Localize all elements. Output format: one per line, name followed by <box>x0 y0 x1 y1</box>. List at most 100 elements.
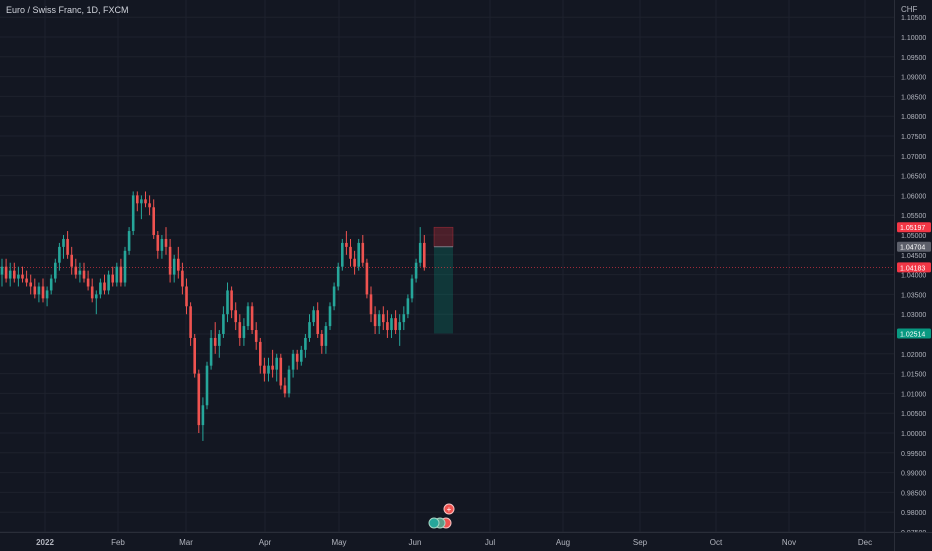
candle-body <box>349 246 352 259</box>
candle-body <box>369 294 373 315</box>
candle-body <box>95 294 98 299</box>
candle-body <box>398 322 401 331</box>
price-tick-label: 0.98500 <box>901 490 926 497</box>
candle-body <box>4 266 8 279</box>
candle-body <box>189 306 192 338</box>
candle-body <box>341 242 344 267</box>
candle-body <box>70 254 73 267</box>
candle-body <box>37 286 41 295</box>
price-chart[interactable]: + <box>0 0 894 532</box>
currency-label: CHF <box>901 5 918 14</box>
candle-body <box>304 337 307 350</box>
candle-body <box>320 334 324 346</box>
candle-body <box>418 242 422 263</box>
price-label-text: 1.04183 <box>900 265 925 272</box>
candle-body <box>103 282 106 291</box>
candle-body <box>25 278 28 283</box>
economic-event-icon[interactable] <box>443 503 455 515</box>
price-tick-label: 1.06500 <box>901 174 926 181</box>
time-tick-label: Jun <box>409 538 422 547</box>
price-label-badge <box>897 262 931 273</box>
candle-body <box>222 314 225 334</box>
price-label-badge <box>897 222 931 233</box>
grid <box>0 0 894 532</box>
candle-body <box>41 286 45 299</box>
time-scale[interactable]: 2022 Feb Mar Apr May Jun Jul Aug Sep Oct Nov Dec <box>0 532 894 551</box>
candle-body <box>78 270 82 275</box>
candle-body <box>127 231 131 251</box>
candle-body <box>115 266 119 283</box>
price-tick-label: 1.01500 <box>901 372 926 379</box>
candle-body <box>295 353 299 362</box>
earnings-event-icon-1[interactable] <box>428 517 440 529</box>
candle-body <box>287 369 291 394</box>
price-tick-label: 1.10000 <box>901 35 926 42</box>
candle-body <box>300 349 303 362</box>
price-tick-label: 1.07500 <box>901 134 926 141</box>
price-tick-label: 0.99000 <box>901 471 926 478</box>
time-tick-label: Dec <box>858 538 872 547</box>
candle-body <box>373 314 377 327</box>
candle-body <box>332 286 336 307</box>
candle-body <box>111 274 114 283</box>
candle-body <box>45 290 49 299</box>
candle-body <box>99 282 102 295</box>
candle-body <box>123 250 127 283</box>
candle-body <box>181 270 184 287</box>
price-label-text: 1.04704 <box>900 245 925 252</box>
price-tick-label: 1.07000 <box>901 154 926 161</box>
time-tick-label: Oct <box>710 538 723 547</box>
price-tick-label: 1.10500 <box>901 15 926 22</box>
candle-body <box>8 270 12 279</box>
candle-body <box>394 318 397 331</box>
candle-body <box>259 341 262 366</box>
candle-body <box>17 274 20 279</box>
candle-body <box>205 365 209 406</box>
time-tick-label: Feb <box>111 538 125 547</box>
price-tick-label: 0.97500 <box>901 530 926 532</box>
price-tick-label: 1.05500 <box>901 213 926 220</box>
short-position-tool <box>0 226 894 334</box>
price-tick-label: 1.03000 <box>901 312 926 319</box>
price-scale[interactable]: CHF 1.10500 1.10000 1.09500 1.09000 1.08500 1… <box>894 0 932 532</box>
candle-body <box>324 326 328 346</box>
price-tick-label: 1.09000 <box>901 75 926 82</box>
candle-body <box>144 199 147 204</box>
candle-body <box>234 310 237 323</box>
candle-body <box>345 242 348 247</box>
candle-body <box>246 306 250 327</box>
candle-body <box>283 385 287 394</box>
candle-body <box>254 330 258 342</box>
candle-body <box>226 290 229 315</box>
candle-body <box>414 262 418 279</box>
candle-body <box>316 310 319 334</box>
candle-body <box>279 357 283 386</box>
candle-body <box>58 246 61 263</box>
candle-body <box>386 322 389 331</box>
price-tick-label: 0.99500 <box>901 451 926 458</box>
candle-body <box>410 278 414 299</box>
price-tick-label: 1.05000 <box>901 233 926 240</box>
scale-corner <box>894 532 932 551</box>
candle-body <box>164 238 168 247</box>
candle-body <box>82 270 86 279</box>
event-markers: + <box>428 503 455 529</box>
price-tick-label: 1.00000 <box>901 431 926 438</box>
candle-body <box>160 238 164 251</box>
candle-body <box>62 238 65 247</box>
position-stop-zone <box>433 226 454 247</box>
chart-area[interactable]: + Euro / Swiss Franc, 1D, FXCM <box>0 0 894 532</box>
price-tick-label: 1.06000 <box>901 193 926 200</box>
time-tick-label: Nov <box>782 538 796 547</box>
price-label-text: 1.02514 <box>900 331 925 338</box>
candle-body <box>54 262 57 279</box>
price-label-badge <box>897 241 931 252</box>
candle-body <box>177 258 180 271</box>
event-plus-glyph: + <box>447 505 452 514</box>
price-tick-label: 1.00500 <box>901 411 926 418</box>
time-tick-label: 2022 <box>36 538 54 547</box>
price-tick-label: 1.02000 <box>901 352 926 359</box>
symbol-title[interactable]: Euro / Swiss Franc, 1D, FXCM <box>6 5 129 15</box>
candle-body <box>263 365 266 374</box>
candle-body <box>308 322 311 338</box>
